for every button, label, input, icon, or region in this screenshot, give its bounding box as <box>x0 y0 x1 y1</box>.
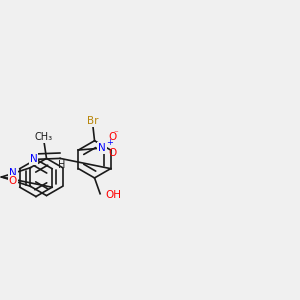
Text: ⁻: ⁻ <box>113 129 118 138</box>
Text: O: O <box>108 132 116 142</box>
Text: O: O <box>9 176 17 186</box>
Text: Br: Br <box>87 116 98 126</box>
Text: N: N <box>98 142 106 153</box>
Text: +: + <box>106 138 113 147</box>
Text: N: N <box>30 154 38 164</box>
Text: H: H <box>58 160 65 170</box>
Text: O: O <box>108 148 116 158</box>
Text: N: N <box>9 168 16 178</box>
Text: OH: OH <box>106 190 122 200</box>
Text: CH₃: CH₃ <box>34 132 53 142</box>
